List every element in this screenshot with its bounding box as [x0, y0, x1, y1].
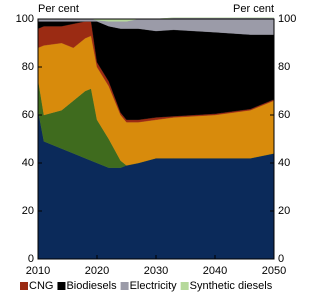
x-tick-label: 2010 [26, 265, 50, 277]
legend-swatch [20, 282, 28, 290]
y2-tick-label: 100 [278, 13, 296, 25]
y2-tick-label: 80 [278, 61, 290, 73]
x-tick-label: 2040 [203, 265, 227, 277]
legend-swatch [120, 282, 129, 290]
y-tick-label: 100 [16, 13, 34, 25]
y-tick-label: 40 [22, 157, 34, 169]
plot-areas [37, 17, 275, 260]
x-tick-label: 2030 [144, 265, 168, 277]
x-tick-label: 2020 [85, 265, 109, 277]
y-tick-label: 60 [22, 109, 34, 121]
legend-label: Electricity [130, 280, 178, 292]
page: {"chart_data": {"type": "stacked-area", … [15, 2, 297, 292]
chart: Per cent Per cent 0204060801000204060801… [16, 3, 297, 292]
y2-tick-label: 20 [278, 205, 290, 217]
y2-tick-label: 0 [278, 253, 284, 265]
y-tick-label: 0 [28, 253, 34, 265]
y-tick-label: 20 [22, 205, 34, 217]
y-tick-label: 80 [22, 61, 34, 73]
legend-label: CNG [29, 280, 53, 292]
y2-tick-label: 60 [278, 109, 290, 121]
y-axis-label: Per cent [38, 3, 79, 15]
legend-label: Biodiesels [66, 280, 117, 292]
x-tick-label: 2050 [262, 265, 286, 277]
y2-tick-label: 40 [278, 157, 290, 169]
legend-swatch [180, 282, 189, 290]
y2-axis-label: Per cent [233, 3, 274, 15]
legend-swatch [57, 282, 66, 290]
legend-label: Synthetic diesels [190, 280, 273, 292]
